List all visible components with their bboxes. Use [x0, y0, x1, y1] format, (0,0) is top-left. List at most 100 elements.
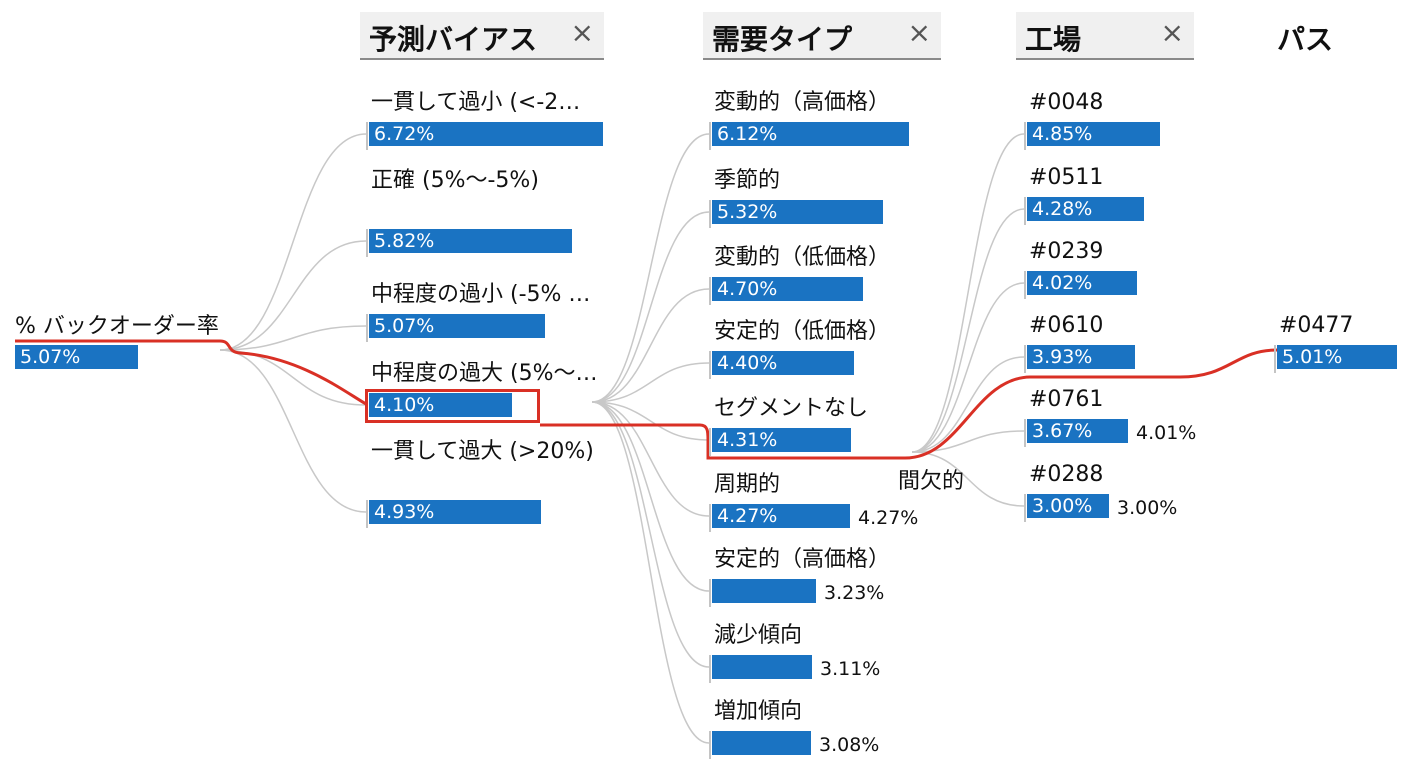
node-bar — [369, 393, 512, 417]
node-bar — [1027, 494, 1109, 518]
node-label: 減少傾向 — [714, 623, 803, 648]
link-demand-to-factory — [911, 208, 1025, 453]
node-bar — [712, 200, 883, 224]
header-path-title: パス — [1277, 23, 1334, 56]
node-value: 4.27% — [717, 505, 778, 527]
node-label: 周期的 — [714, 472, 781, 497]
node-outside-value: 4.01% — [1136, 422, 1197, 444]
node-value: 4.93% — [374, 501, 435, 523]
header-forecast-bias: 予測バイアス × — [360, 12, 604, 60]
node-tick — [1024, 494, 1026, 522]
node-value: 5.32% — [717, 201, 778, 223]
selected-path-line — [15, 339, 1278, 460]
header-factory: 工場 × — [1016, 12, 1194, 60]
node-bar — [712, 731, 811, 755]
link-bias-to-demand — [591, 401, 710, 592]
node-value: 4.31% — [717, 429, 778, 451]
link-bias-to-demand — [591, 401, 710, 744]
root-label: % バックオーダー率 — [15, 314, 219, 339]
node-label: 変動的（低価格） — [714, 245, 891, 270]
link-demand-to-factory — [911, 356, 1025, 453]
root-bar — [15, 345, 138, 369]
node-label: #0477 — [1279, 313, 1354, 338]
link-demand-to-factory — [911, 451, 1025, 507]
close-forecast-bias-icon[interactable]: × — [570, 16, 594, 49]
link-root-to-bias — [219, 240, 367, 351]
node-outside-value: 3.11% — [820, 658, 881, 680]
node-bar — [1027, 122, 1160, 146]
link-bias-to-demand — [591, 401, 710, 441]
node-label: #0048 — [1029, 90, 1104, 115]
node-bar — [712, 428, 851, 452]
node-tick — [709, 428, 711, 456]
node-value: 6.72% — [374, 123, 435, 145]
node-value: 4.85% — [1032, 123, 1093, 145]
close-factory-icon[interactable]: × — [1160, 16, 1184, 49]
node-bar — [369, 122, 603, 146]
node-outside-value: 3.00% — [1117, 497, 1178, 519]
node-label: 中程度の過小 (-5% … — [371, 282, 591, 307]
node-value: 5.01% — [1282, 346, 1343, 368]
node-bar — [712, 122, 909, 146]
node-tick — [366, 229, 368, 257]
node-bar — [712, 504, 850, 528]
node-tick — [1024, 419, 1026, 447]
node-tick — [1024, 197, 1026, 225]
node-tick — [709, 200, 711, 228]
node-tick — [709, 122, 711, 150]
node-bar — [712, 579, 816, 603]
node-tick — [366, 122, 368, 150]
node-tick — [366, 314, 368, 342]
node-label: セグメントなし — [714, 396, 869, 421]
node-value: 4.70% — [717, 278, 778, 300]
node-value: 3.67% — [1032, 420, 1093, 442]
header-factory-title: 工場 — [1025, 23, 1082, 56]
node-outside-value: 3.08% — [819, 734, 880, 756]
node-bar — [369, 500, 541, 524]
node-bar — [1027, 345, 1135, 369]
close-demand-type-icon[interactable]: × — [907, 16, 931, 49]
node-label: #0239 — [1029, 239, 1104, 264]
node-label: 増加傾向 — [714, 699, 803, 724]
node-label: 季節的 — [714, 168, 781, 193]
link-bias-to-demand — [591, 211, 710, 403]
link-bias-to-demand — [591, 401, 710, 668]
node-value: 4.40% — [717, 352, 778, 374]
node-label: #0511 — [1029, 165, 1104, 190]
node-outside-value: 3.23% — [824, 582, 885, 604]
node-label: 変動的（高価格） — [714, 90, 891, 115]
header-path: パス — [1268, 12, 1368, 60]
node-tick — [1024, 345, 1026, 373]
node-value: 5.07% — [374, 315, 435, 337]
node-bar — [1027, 197, 1144, 221]
link-root-to-bias — [219, 349, 367, 406]
node-label: 中程度の過大 (5%〜… — [371, 361, 598, 386]
node-tick — [709, 351, 711, 379]
node-tick — [709, 579, 711, 607]
link-root-to-bias — [219, 133, 367, 351]
node-outside-value: 4.27% — [858, 507, 919, 529]
node-label: #0761 — [1029, 387, 1104, 412]
link-root-to-bias — [219, 325, 367, 351]
link-root-to-bias — [219, 349, 367, 513]
header-demand-type: 需要タイプ × — [703, 12, 941, 60]
node-tick — [709, 504, 711, 532]
node-label: #0288 — [1029, 462, 1104, 487]
node-bar — [712, 277, 863, 301]
link-bias-to-demand — [591, 133, 710, 403]
node-tick — [366, 500, 368, 528]
selected-node-highlight — [365, 389, 540, 423]
header-forecast-bias-title: 予測バイアス — [369, 23, 538, 56]
node-tick — [709, 731, 711, 759]
link-demand-to-factory — [911, 133, 1025, 453]
node-value: 3.00% — [1032, 495, 1093, 517]
node-label: 一貫して過大 (>20%) — [371, 439, 594, 464]
node-bar — [369, 229, 572, 253]
root-value: 5.07% — [20, 346, 81, 368]
node-bar — [1027, 419, 1128, 443]
node-label: 正確 (5%〜-5%) — [371, 168, 539, 193]
link-demand-to-factory — [911, 282, 1025, 453]
link-bias-to-demand — [591, 362, 710, 403]
node-tick — [1024, 271, 1026, 299]
